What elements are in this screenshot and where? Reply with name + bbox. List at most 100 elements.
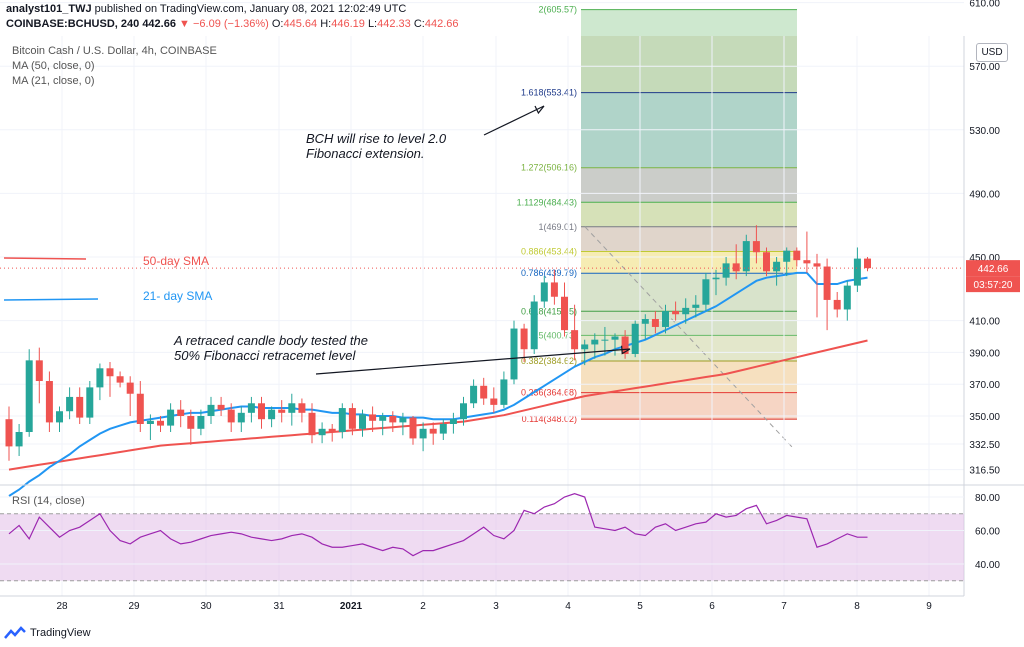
last-price: 442.66 — [142, 18, 176, 30]
fib-level-label: 0.5(400.73) — [531, 330, 577, 340]
rsi-pane: 40.00 60.00 80.00 — [0, 493, 1000, 582]
candle-body — [783, 250, 791, 262]
candle-body — [348, 408, 356, 429]
candle-body — [530, 301, 538, 350]
candle-body — [288, 403, 296, 413]
rsi-tick-label: 80.00 — [975, 493, 1000, 504]
y-tick-label: 530.00 — [969, 126, 1000, 137]
candle-body — [611, 336, 619, 340]
candle-body — [227, 409, 235, 423]
fib-band — [581, 392, 797, 420]
candle-body — [550, 282, 558, 297]
x-tick-label: 4 — [565, 601, 571, 612]
candle-body — [490, 398, 498, 405]
currency-button[interactable]: USD — [976, 43, 1008, 62]
retrace-note-line1: A retraced candle body tested the — [173, 333, 368, 348]
candle-body — [480, 385, 488, 399]
low-value: 442.33 — [377, 18, 411, 30]
candle-body — [561, 296, 568, 331]
candle-body — [338, 408, 346, 432]
author-name[interactable]: analyst101_TWJ — [6, 3, 92, 15]
y-tick-label: 390.00 — [969, 348, 1000, 359]
y-tick-label: 570.00 — [969, 62, 1000, 73]
candle-body — [581, 344, 589, 350]
fib-level-label: 1(469.01) — [538, 222, 577, 232]
candle-body — [5, 419, 13, 447]
candle-body — [601, 339, 609, 341]
candles — [0, 225, 964, 461]
candle-body — [278, 409, 286, 413]
candle-body — [146, 420, 154, 424]
x-tick-label: 2 — [420, 601, 426, 612]
candle-body — [702, 279, 710, 305]
candle-body — [167, 409, 175, 426]
candle-body — [682, 307, 690, 315]
close-label: C: — [413, 18, 425, 30]
y-tick-label: 370.00 — [969, 380, 1000, 391]
candle-body — [207, 404, 215, 416]
candle-body — [853, 258, 861, 286]
fib-level-label: 0.886(453.44) — [521, 247, 577, 257]
fib-level-label: 0.382(384.62) — [521, 356, 577, 366]
y-tick-label: 350.00 — [969, 412, 1000, 423]
candle-body — [15, 432, 23, 447]
x-tick-label: 3 — [493, 601, 499, 612]
fib-band — [581, 9, 797, 93]
fib-level-label: 1.618(553.41) — [521, 88, 577, 98]
candle-body — [803, 260, 811, 264]
ma21-legend: MA (21, close, 0) — [12, 75, 95, 87]
candle-body — [177, 409, 185, 416]
fib-band — [581, 202, 797, 227]
publish-info: published on TradingView.com, January 08… — [94, 3, 407, 15]
candle-body — [460, 403, 467, 420]
candle-body — [621, 336, 629, 354]
candle-body — [712, 277, 720, 280]
candle-body — [298, 403, 306, 413]
candle-body — [793, 250, 801, 261]
axes: 316.50332.50350.00370.00390.00410.00450.… — [0, 0, 1024, 612]
candle-body — [409, 417, 417, 439]
countdown-tag-text: 03:57:20 — [974, 280, 1013, 291]
candle-body — [500, 379, 508, 405]
bch-note-line1: BCH will rise to level 2.0 — [306, 131, 447, 146]
footer-brand[interactable]: TradingView — [30, 627, 91, 639]
candle-body — [510, 328, 518, 380]
moving-averages — [3, 257, 868, 497]
close-value: 442.66 — [424, 18, 459, 30]
fib-trend-line — [584, 226, 794, 449]
last-price-tag — [966, 260, 1020, 277]
publish-line: analyst101_TWJ published on TradingView.… — [6, 3, 406, 15]
rsi-legend: RSI (14, close) — [12, 495, 85, 507]
footer: TradingView — [4, 624, 91, 642]
candle-body — [359, 414, 366, 429]
fibonacci-zone: 2(605.57) 1.618(553.41) 1.272(506.16) 1.112… — [517, 5, 797, 449]
fib-level-label: 1.272(506.16) — [521, 163, 577, 173]
rsi-tick-label: 60.00 — [975, 527, 1000, 538]
fib-level-label: 0.114(348.02) — [522, 414, 577, 424]
candle-body — [773, 261, 781, 272]
y-tick-label: 490.00 — [969, 189, 1000, 200]
high-value: 446.19 — [331, 18, 365, 30]
candle-body — [571, 330, 579, 350]
bch-note-line2: Fibonacci extension. — [306, 146, 425, 161]
fib-level-label: 0.786(439.79) — [521, 268, 577, 278]
candle-body — [439, 424, 447, 434]
rsi-band — [0, 513, 964, 581]
candle-body — [520, 328, 528, 350]
fib-band — [581, 311, 797, 336]
candle-body — [631, 323, 639, 354]
candle-body — [86, 387, 94, 418]
last-price-tag-text: 442.66 — [978, 264, 1009, 275]
x-tick-label: 6 — [709, 601, 715, 612]
ma50-legend: MA (50, close, 0) — [12, 60, 95, 72]
candle-body — [369, 414, 377, 421]
sma50-legend-stroke — [3, 257, 87, 260]
candle-body — [126, 382, 134, 394]
candle-body — [268, 409, 276, 420]
candle-body — [732, 263, 740, 272]
x-tick-label: 28 — [56, 601, 68, 612]
candle-body — [449, 419, 457, 424]
candle-body — [864, 258, 871, 269]
